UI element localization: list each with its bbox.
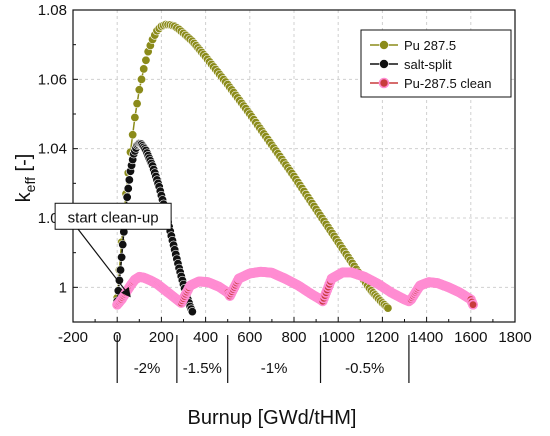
data-point	[137, 74, 147, 84]
data-point	[117, 252, 127, 262]
x-tick-label: 1000	[322, 329, 355, 346]
x-tick-label: -200	[58, 329, 88, 346]
x-tick-label: 400	[193, 329, 218, 346]
data-point	[118, 240, 128, 250]
y-tick-label: 1.08	[38, 2, 67, 19]
y-axis-label-sub: eff	[22, 177, 38, 192]
x-tick-label: 200	[149, 329, 174, 346]
annotation-text: start clean-up	[68, 209, 159, 226]
data-point	[130, 112, 140, 122]
x-tick-label: 600	[237, 329, 262, 346]
legend-label: salt-split	[404, 57, 452, 72]
y-axis-label-main: k	[13, 191, 35, 202]
data-point	[141, 55, 151, 65]
legend: Pu 287.5 salt-split Pu-287.5 clean	[360, 29, 512, 98]
annotation-box	[54, 202, 172, 230]
y-axis-label-unit: [-]	[13, 154, 35, 177]
data-point	[124, 175, 134, 185]
annotation: start clean-up	[54, 202, 172, 298]
legend-label: Pu 287.5	[404, 38, 456, 53]
x-tick-label: 1400	[410, 329, 443, 346]
legend-label: Pu-287.5 clean	[404, 76, 491, 91]
x-axis-label: Burnup [GWd/tHM]	[188, 407, 357, 429]
legend-marker	[378, 77, 390, 89]
region-label: -0.5%	[345, 360, 384, 377]
y-axis-label: keff [-]	[13, 154, 38, 203]
x-tick-label: 800	[281, 329, 306, 346]
series-line	[116, 23, 389, 309]
burnup-regions: -2% -1.5% -1% -0.5%	[116, 335, 410, 383]
data-point	[132, 99, 142, 109]
data-point	[139, 64, 149, 74]
y-tick-label: 1.04	[38, 141, 67, 158]
y-tick-label: 1.06	[38, 71, 67, 88]
data-point	[128, 130, 138, 140]
data-point	[123, 184, 133, 194]
region-label: -1.5%	[183, 360, 222, 377]
data-point	[114, 275, 124, 285]
region-label: -1%	[261, 360, 288, 377]
data-point	[468, 299, 479, 310]
annotation-arrow	[77, 228, 131, 298]
x-tick-label: 1200	[366, 329, 399, 346]
series-2	[112, 266, 479, 310]
legend-marker	[379, 59, 389, 69]
data-point	[122, 192, 132, 202]
x-tick-label: 1800	[498, 329, 531, 346]
x-tick-label: 1600	[454, 329, 487, 346]
data-point	[383, 303, 393, 313]
data-point	[116, 265, 126, 275]
y-tick-label: 1	[59, 279, 67, 296]
data-point	[187, 307, 197, 317]
axis-ticks: -20002004006008001000120014001600180011.…	[38, 2, 532, 346]
legend-marker	[379, 40, 389, 50]
data-point	[134, 85, 144, 95]
region-label: -2%	[134, 360, 161, 377]
